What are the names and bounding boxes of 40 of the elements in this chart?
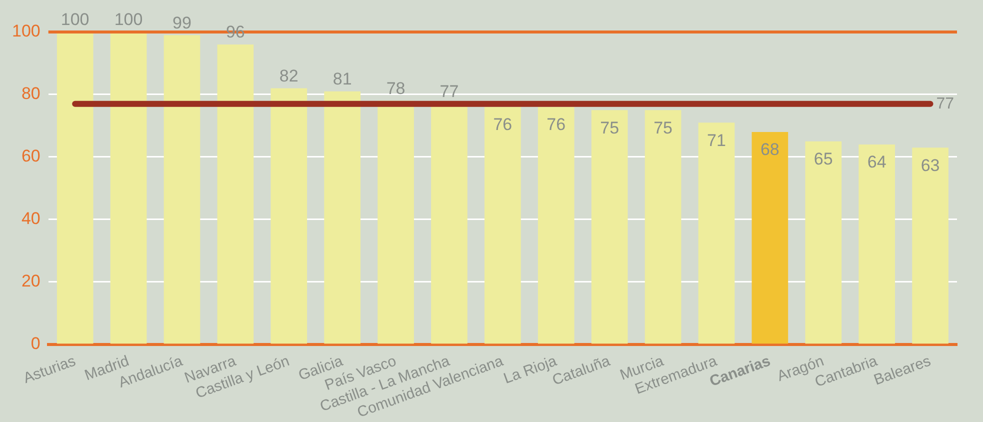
bar <box>484 106 521 344</box>
bar <box>698 122 735 344</box>
data-label: 65 <box>814 150 833 169</box>
data-label: 100 <box>114 10 143 30</box>
bar <box>912 148 948 344</box>
data-label: 75 <box>654 118 672 138</box>
y-tick-label: 40 <box>21 209 40 228</box>
data-label: 78 <box>386 78 406 98</box>
bar <box>644 110 682 344</box>
data-label: 100 <box>60 10 90 30</box>
x-tick-label: Asturias <box>21 352 78 388</box>
data-label: 71 <box>707 130 726 150</box>
bar <box>270 88 308 344</box>
bar <box>591 110 628 344</box>
y-tick-label: 20 <box>21 272 40 291</box>
data-label: 76 <box>493 115 512 134</box>
data-label: 82 <box>279 66 298 86</box>
y-tick-label: 100 <box>12 22 40 41</box>
bar <box>324 91 361 344</box>
ref-line-label: 77 <box>936 95 954 112</box>
data-label: 64 <box>867 152 886 172</box>
data-label: 63 <box>920 156 940 175</box>
data-label: 68 <box>760 140 780 160</box>
bar <box>858 144 895 344</box>
data-label: 81 <box>332 70 352 89</box>
y-tick-label: 80 <box>21 84 40 104</box>
y-tick-label: 0 <box>30 334 40 354</box>
bar <box>752 132 788 344</box>
data-label: 76 <box>546 115 566 134</box>
bar <box>217 44 254 344</box>
bar <box>378 100 414 344</box>
bar <box>805 141 842 344</box>
y-tick-label: 60 <box>21 146 40 166</box>
data-label: 77 <box>440 82 459 102</box>
data-label: 99 <box>172 13 192 32</box>
bar <box>56 32 94 344</box>
bar <box>164 35 200 344</box>
data-label: 75 <box>600 118 620 138</box>
bar <box>538 106 574 344</box>
bar <box>110 32 147 344</box>
